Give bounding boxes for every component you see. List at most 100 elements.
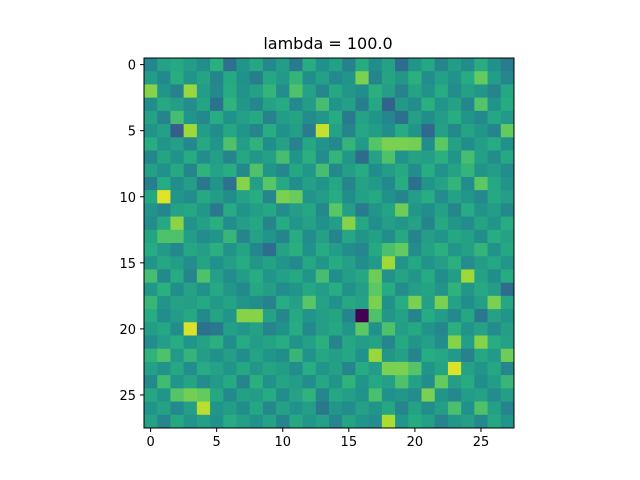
heatmap-cell (395, 335, 409, 350)
heatmap-cell (236, 256, 251, 270)
heatmap-cell (408, 124, 422, 138)
heatmap-cell (289, 150, 303, 165)
heatmap-cell (421, 401, 436, 416)
heatmap-cell (447, 348, 462, 363)
heatmap-cell (355, 190, 370, 204)
heatmap-cell (368, 190, 383, 204)
heatmap-cell (434, 414, 449, 429)
heatmap-cell (249, 110, 264, 125)
heatmap-cell (236, 97, 251, 112)
heatmap-cell (381, 71, 396, 85)
heatmap-cell (223, 124, 237, 138)
heatmap-cell (157, 110, 171, 125)
heatmap-cell (395, 137, 409, 151)
heatmap-cell (487, 203, 502, 217)
heatmap-cell (170, 58, 185, 72)
heatmap-cell (289, 309, 303, 323)
heatmap-cell (249, 295, 264, 310)
heatmap-cell (302, 348, 317, 363)
heatmap-cell (355, 375, 370, 389)
heatmap-cell (421, 348, 436, 363)
heatmap-cell (408, 309, 422, 323)
heatmap-cell (144, 335, 158, 350)
heatmap-cell (355, 203, 370, 217)
heatmap-cell (302, 388, 317, 402)
heatmap-cell (249, 243, 264, 257)
heatmap-cell (381, 229, 396, 244)
heatmap-cell (144, 150, 158, 165)
heatmap-cell (183, 361, 198, 376)
heatmap-cell (223, 203, 237, 217)
heatmap-cell (196, 71, 211, 85)
heatmap-cell (196, 361, 211, 376)
heatmap-cell (381, 414, 396, 429)
heatmap-cell (487, 163, 502, 178)
heatmap-cell (276, 401, 290, 416)
heatmap-cell (236, 388, 251, 402)
heatmap-cell (302, 216, 317, 231)
heatmap-cell (315, 71, 330, 85)
heatmap-cell (500, 137, 515, 151)
heatmap-cell (183, 150, 198, 165)
heatmap-cell (223, 295, 237, 310)
heatmap-cell (434, 150, 449, 165)
heatmap-cell (434, 388, 449, 402)
heatmap-cell (408, 322, 422, 336)
heatmap-cell (236, 216, 251, 231)
heatmap-cell (342, 256, 356, 270)
heatmap-cell (381, 348, 396, 363)
heatmap-cell (183, 335, 198, 350)
heatmap-cell (236, 110, 251, 125)
heatmap-cell (183, 190, 198, 204)
heatmap-cell (421, 269, 436, 284)
heatmap-cell (329, 229, 343, 244)
heatmap-cell (461, 229, 475, 244)
heatmap-cell (447, 229, 462, 244)
heatmap-cell (315, 401, 330, 416)
heatmap-cell (500, 335, 515, 350)
heatmap-cell (500, 229, 515, 244)
y-axis: 0 5 10 15 20 25 (119, 59, 144, 404)
heatmap-cell (474, 176, 488, 191)
heatmap-cell (144, 348, 158, 363)
heatmap-cell (474, 216, 488, 231)
heatmap-cell (487, 190, 502, 204)
heatmap-cell (262, 229, 277, 244)
heatmap-cell (355, 361, 370, 376)
heatmap-cell (395, 243, 409, 257)
heatmap-cell (249, 335, 264, 350)
heatmap-cell (395, 401, 409, 416)
heatmap-cell (342, 84, 356, 99)
heatmap-cell (315, 229, 330, 244)
heatmap-cell (355, 137, 370, 151)
heatmap-cell (196, 243, 211, 257)
heatmap-cell (461, 58, 475, 72)
heatmap-cell (474, 58, 488, 72)
heatmap-cell (223, 84, 237, 99)
heatmap-cell (262, 150, 277, 165)
heatmap-cell (196, 58, 211, 72)
x-tick-label: 5 (213, 435, 221, 450)
heatmap-cell (408, 256, 422, 270)
heatmap-cell (289, 163, 303, 178)
heatmap-cell (144, 176, 158, 191)
heatmap-cell (302, 229, 317, 244)
heatmap-cell (408, 295, 422, 310)
heatmap-cell (381, 375, 396, 389)
heatmap-cell (342, 110, 356, 125)
heatmap-cell (474, 335, 488, 350)
heatmap-cell (434, 361, 449, 376)
heatmap-cell (196, 124, 211, 138)
heatmap-cell (461, 309, 475, 323)
heatmap-cell (210, 256, 224, 270)
heatmap-cell (487, 110, 502, 125)
heatmap-cell (315, 361, 330, 376)
heatmap-cell (262, 243, 277, 257)
heatmap-cell (500, 401, 515, 416)
heatmap-cell (342, 388, 356, 402)
heatmap-cell (461, 282, 475, 297)
heatmap-cell (395, 216, 409, 231)
heatmap-cell (461, 176, 475, 191)
heatmap-cell (500, 322, 515, 336)
heatmap-cell (421, 150, 436, 165)
